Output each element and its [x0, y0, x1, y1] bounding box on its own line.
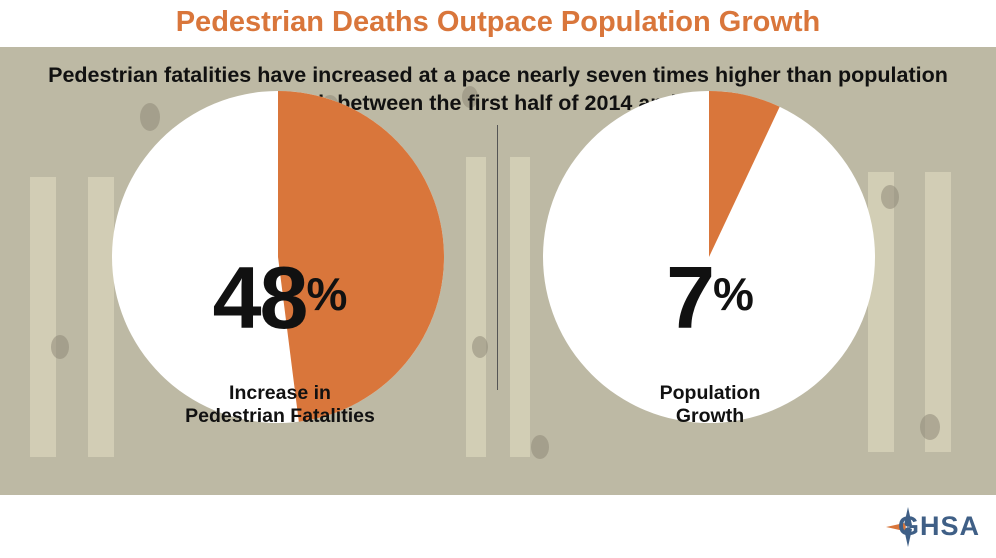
pie-chart-population	[543, 91, 875, 423]
pie-slice-fatalities-increase	[278, 91, 444, 422]
population-percent-label: 7%	[610, 254, 810, 342]
chart-title: Pedestrian Deaths Outpace Population Gro…	[175, 6, 821, 38]
pie-slice-population-growth	[709, 91, 780, 257]
population-label-line-2: Growth	[675, 405, 745, 427]
population-percent-value: 7	[666, 248, 715, 347]
divider-line	[497, 125, 498, 390]
compass-star-icon	[886, 507, 912, 547]
ghsa-logo: GHSA	[880, 505, 990, 549]
fatalities-label-line-2: Pedestrian Fatalities	[185, 405, 375, 427]
population-category-label: Population Growth	[610, 382, 810, 428]
logo-text: GHSA	[898, 511, 981, 541]
fatalities-label-line-1: Increase in	[229, 382, 331, 404]
fatalities-percent-label: 48%	[150, 254, 410, 342]
fatalities-percent-sign: %	[306, 268, 348, 320]
fatalities-percent-value: 48	[212, 248, 309, 347]
crosswalk-background	[30, 86, 951, 459]
fatalities-category-label: Increase in Pedestrian Fatalities	[140, 382, 420, 428]
population-percent-sign: %	[713, 268, 754, 320]
pie-chart-fatalities	[112, 91, 444, 423]
population-label-line-1: Population	[659, 382, 761, 404]
